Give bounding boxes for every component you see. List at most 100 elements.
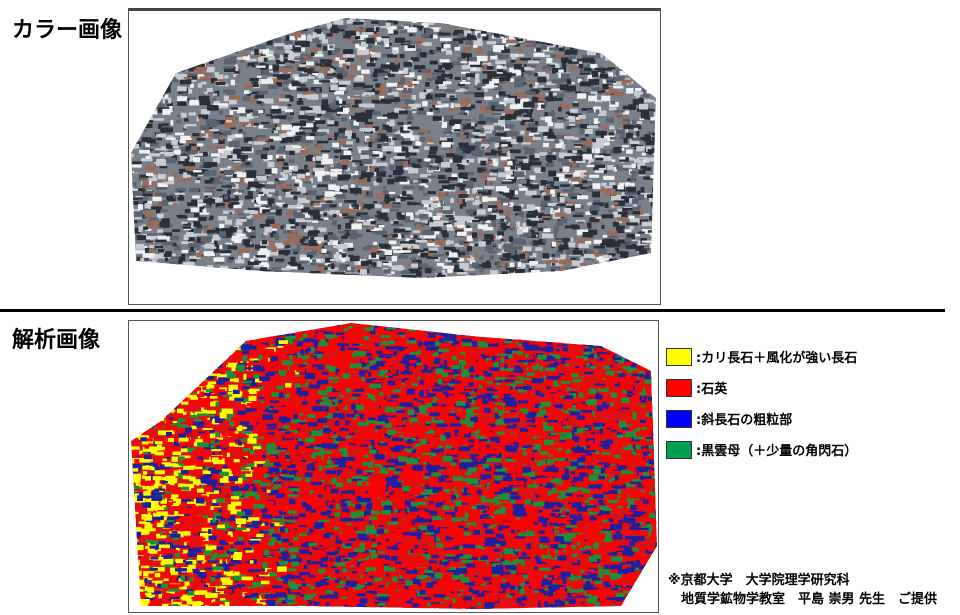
grain [360, 41, 368, 48]
grain [394, 37, 405, 43]
grain [459, 142, 469, 149]
grain [607, 291, 615, 293]
grain [615, 40, 621, 44]
grain [239, 121, 249, 126]
grain [574, 204, 581, 208]
grain [278, 161, 284, 166]
grain [215, 74, 224, 80]
grain [625, 157, 630, 162]
grain [147, 38, 154, 44]
grain [219, 244, 231, 250]
grain [520, 263, 529, 266]
grain [535, 264, 547, 268]
grain [285, 22, 296, 26]
grain [408, 282, 412, 286]
grain [514, 77, 526, 83]
grain [189, 270, 198, 275]
grain [371, 252, 377, 258]
grain [235, 23, 243, 26]
grain [378, 91, 387, 96]
grain [204, 186, 216, 189]
grain [238, 189, 245, 193]
grain [284, 294, 288, 299]
grain [161, 218, 170, 224]
grain [140, 200, 149, 206]
grain [474, 141, 487, 146]
grain [435, 158, 444, 164]
grain [600, 24, 609, 28]
grain [246, 19, 255, 25]
grain [294, 31, 302, 38]
grain [336, 73, 343, 77]
grain [200, 45, 208, 48]
grain [585, 257, 595, 261]
grain [154, 75, 165, 80]
grain [550, 27, 555, 31]
grain [409, 202, 421, 205]
grain [593, 164, 606, 168]
grain [597, 272, 602, 276]
grain [466, 246, 472, 252]
grain [481, 221, 485, 225]
grain [491, 130, 497, 135]
grain [419, 217, 426, 221]
grain [411, 237, 417, 243]
grain [637, 204, 641, 209]
grain [443, 246, 456, 250]
grain [162, 241, 174, 246]
grain [206, 229, 218, 233]
grain [233, 191, 242, 195]
grain [571, 82, 575, 85]
grain [473, 301, 484, 304]
grain [353, 18, 361, 19]
grain [622, 145, 629, 148]
grain [494, 199, 503, 206]
grain [299, 57, 304, 63]
grain [142, 33, 152, 40]
grain [315, 108, 326, 114]
grain [447, 257, 460, 261]
grain [467, 104, 476, 109]
grain [273, 130, 279, 133]
grain [338, 244, 349, 249]
grain [331, 106, 336, 110]
grain [587, 36, 592, 39]
grain [221, 283, 225, 285]
grain [312, 259, 317, 263]
grain [187, 236, 195, 242]
grain [464, 145, 473, 152]
grain [289, 159, 295, 163]
grain [137, 220, 144, 223]
grain [148, 153, 161, 157]
grain [528, 220, 538, 227]
grain [357, 298, 363, 303]
grain [343, 35, 351, 39]
grain [197, 280, 209, 284]
grain [527, 80, 537, 83]
grain [253, 122, 260, 126]
grain [524, 148, 536, 154]
grain [176, 28, 185, 31]
grain [340, 253, 346, 258]
grain [210, 303, 219, 304]
grain [439, 200, 443, 206]
grain [657, 173, 660, 176]
grain [539, 185, 544, 190]
grain [295, 13, 300, 16]
grain [169, 65, 178, 69]
grain [286, 111, 295, 116]
grain [613, 261, 623, 265]
grain [443, 131, 453, 135]
grain [447, 138, 454, 143]
grain [189, 48, 201, 51]
grain [341, 274, 353, 277]
grain [344, 232, 354, 237]
grain [443, 237, 448, 241]
grain [608, 253, 616, 257]
grain [184, 47, 191, 54]
grain [142, 281, 150, 286]
grain [359, 269, 368, 275]
grain [561, 160, 573, 166]
grain [320, 259, 325, 263]
grain [423, 297, 427, 301]
